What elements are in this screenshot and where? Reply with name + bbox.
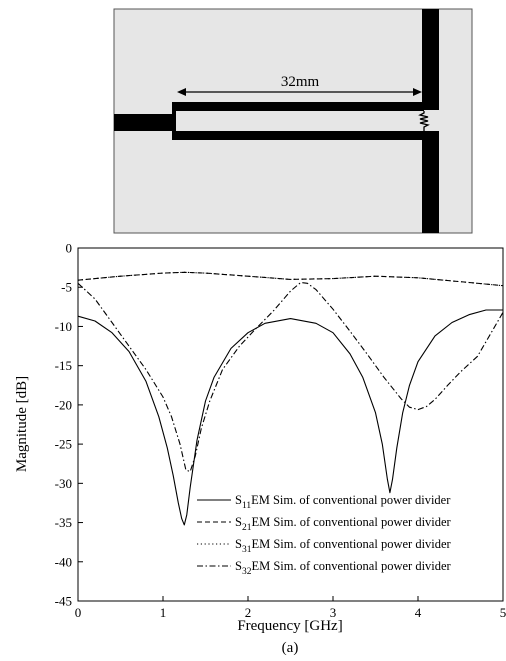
plot-frame [77,247,504,602]
lower-arm-line [172,131,424,140]
dimension-label: 32mm [281,74,320,90]
y-tick-label: -15 [55,358,72,373]
x-tick-label: 0 [75,605,82,620]
series-line-s21 [77,271,504,287]
input-feed-cover [114,114,176,131]
y-tick-label: -35 [55,515,72,530]
figure-caption: (a) [282,640,299,656]
y-axis-ticks: 0 -5 -10 -15 -20 -25 -30 -35 -40 -45 [55,241,83,609]
y-tick-label: -5 [61,280,72,295]
series-line-s11 [77,309,503,526]
y-tick-label: -25 [55,437,72,452]
legend-label-s31: S31EM Sim. of conventional power divider [235,537,452,555]
dimension-arrow-left [177,88,186,96]
series-lines [77,271,504,526]
series-line-s32 [77,281,504,473]
legend: S11EM Sim. of conventional power divider… [197,493,452,577]
y-tick-label: -45 [55,594,72,609]
y-tick-label: -40 [55,554,72,569]
vertical-output-line-top [422,9,439,110]
legend-label-s21: S21EM Sim. of conventional power divider [235,515,452,533]
layout-diagram: 32mm [113,8,473,234]
x-tick-label: 3 [330,605,337,620]
vertical-output-line-bottom [422,131,439,233]
isolation-resistor [418,111,430,131]
x-tick-label: 2 [245,605,252,620]
y-tick-label: -30 [55,476,72,491]
x-axis-ticks: 0 1 2 3 4 5 [75,596,506,620]
y-axis-title: Magnitude [dB] [14,376,30,472]
y-tick-label: 0 [66,241,73,256]
x-tick-label: 1 [160,605,167,620]
upper-arm-line [172,102,424,111]
x-tick-label: 4 [415,605,422,620]
y-tick-label: -20 [55,397,72,412]
legend-label-s11: S11EM Sim. of conventional power divider [235,493,451,511]
s-parameter-chart: 0 1 2 3 4 5 0 -5 -10 -15 -20 -25 -30 -35 -40 -45 Frequ… [14,241,506,635]
x-axis-title: Frequency [GHz] [237,618,342,634]
y-tick-label: -10 [55,319,72,334]
arm-junction-gap [176,111,183,131]
x-tick-label: 5 [500,605,506,620]
legend-label-s32: S32EM Sim. of conventional power divider [235,559,452,577]
dimension-arrow-right [413,88,422,96]
